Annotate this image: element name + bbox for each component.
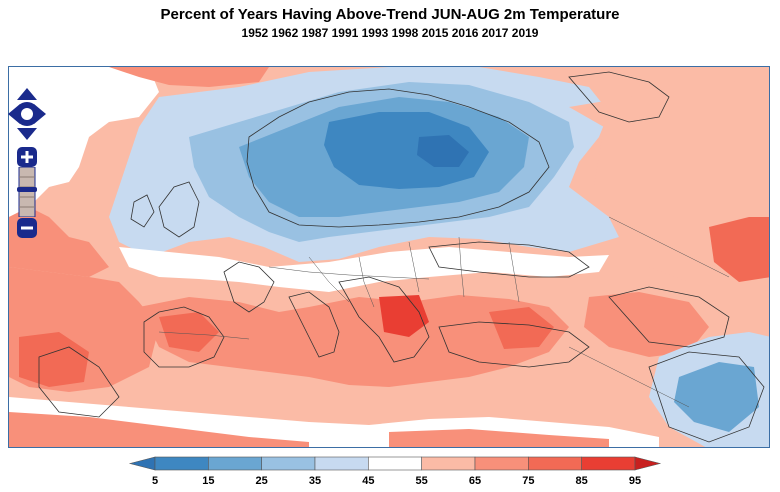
- region-neutral-central: [119, 247, 609, 292]
- zoom-slider-handle[interactable]: [17, 187, 37, 192]
- zoom-slider-track: [17, 166, 37, 218]
- region-hot-atlantic: [19, 332, 89, 387]
- region-hot-iberia: [159, 312, 219, 352]
- region-warm-levant: [584, 292, 709, 357]
- colorbar-tick-label: 45: [362, 475, 374, 487]
- region-neutral-nw: [9, 67, 159, 217]
- colorbar-segment: [154, 456, 209, 471]
- region-warm-africa: [9, 412, 309, 447]
- pan-control[interactable]: [8, 88, 46, 140]
- region-hottest-balkans: [379, 295, 429, 337]
- colorbar-tick-label: 25: [256, 475, 268, 487]
- region-warm-mediterranean: [139, 295, 569, 387]
- colorbar-tick-label: 75: [522, 475, 534, 487]
- region-hot-anatolia: [489, 307, 554, 349]
- region-hot-caspian: [709, 217, 769, 282]
- chart-title: Percent of Years Having Above-Trend JUN-…: [160, 6, 620, 23]
- region-warm-north: [109, 67, 269, 87]
- colorbar-segment: [421, 456, 476, 471]
- zoom-in-button[interactable]: [17, 147, 37, 167]
- colorbar-tick-label: 35: [309, 475, 321, 487]
- colorbar-segment: [368, 456, 422, 471]
- colorbar-tick-label: 65: [469, 475, 481, 487]
- pan-arrows-icon: [8, 88, 46, 140]
- colorbar-tick-label: 5: [152, 475, 158, 487]
- colorbar-tick-label: 55: [416, 475, 428, 487]
- colorbar-segment: [581, 456, 636, 471]
- colorbar-segment: [261, 456, 316, 471]
- borders: [158, 216, 730, 408]
- map-canvas[interactable]: [8, 66, 770, 448]
- zoom-slider[interactable]: [17, 166, 37, 218]
- colorbar-over-arrow: [634, 456, 662, 471]
- region-warm-sahara: [389, 429, 609, 447]
- coastlines: [38, 71, 765, 443]
- plus-icon: [17, 147, 37, 167]
- minus-icon: [17, 218, 37, 238]
- chart-subtitle: 1952 1962 1987 1991 1993 1998 2015 2016 …: [241, 26, 539, 40]
- colorbar-legend: 5 15 25 35 45 55 65 75 85 95: [128, 455, 662, 487]
- zoom-out-button[interactable]: [17, 218, 37, 238]
- map-svg: [9, 67, 769, 447]
- colorbar-svg: 5 15 25 35 45 55 65 75 85 95: [128, 456, 662, 487]
- region-coldest-finland: [324, 112, 489, 189]
- colorbar-segment: [528, 456, 582, 471]
- region-core-cold: [417, 135, 469, 167]
- colorbar-segment: [314, 456, 369, 471]
- region-cold-arabia: [674, 362, 759, 432]
- colorbar-segment: [208, 456, 262, 471]
- colorbar-under-arrow: [128, 456, 156, 471]
- colorbar-segment: [474, 456, 529, 471]
- colorbar-tick-label: 95: [629, 475, 641, 487]
- colorbar-tick-label: 15: [202, 475, 214, 487]
- colorbar-tick-label: 85: [576, 475, 588, 487]
